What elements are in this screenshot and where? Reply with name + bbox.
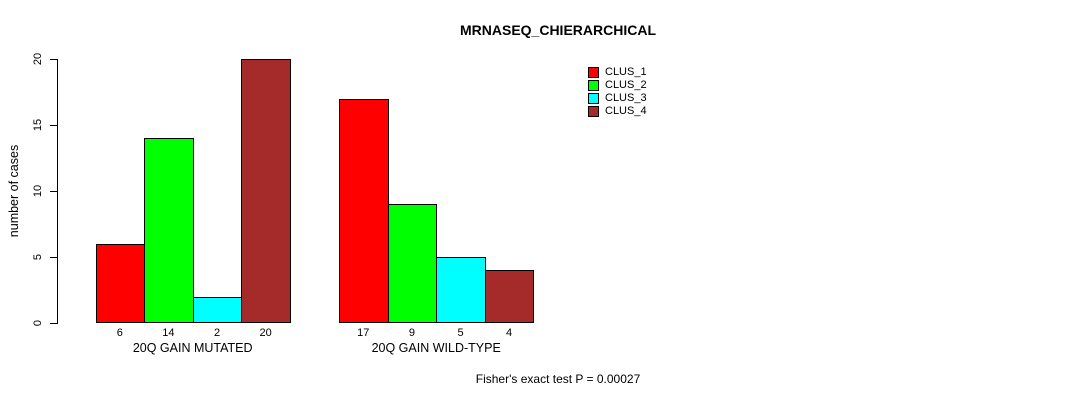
bar-clus_3-group1 xyxy=(192,296,243,323)
bar-clus_4-group1 xyxy=(241,59,291,323)
y-tick-mark xyxy=(50,191,57,192)
bar-value-label: 14 xyxy=(162,327,175,339)
bar-value-label: 9 xyxy=(408,327,415,339)
chart-title: MRNASEQ_CHIERARCHICAL xyxy=(459,22,657,38)
legend-label: CLUS_2 xyxy=(605,79,647,91)
bar-clus_2-group2 xyxy=(387,204,438,323)
bar-clus_1-group1 xyxy=(95,243,146,323)
legend-label: CLUS_4 xyxy=(605,105,647,117)
x-group-label: 20Q GAIN WILD-TYPE xyxy=(371,341,501,355)
bar-value-label: 5 xyxy=(457,327,464,339)
y-tick-mark xyxy=(50,323,57,324)
bar-value-label: 2 xyxy=(213,327,221,339)
bar-value-label: 20 xyxy=(259,327,272,339)
bar-value-label: 6 xyxy=(116,327,123,339)
bar-value-label: 4 xyxy=(506,327,513,339)
x-group-label: 20Q GAIN MUTATED xyxy=(132,341,253,355)
legend: CLUS_1 CLUS_2 CLUS_3 CLUS_4 xyxy=(588,66,647,118)
legend-swatch-icon xyxy=(588,106,599,117)
legend-label: CLUS_1 xyxy=(605,66,647,78)
y-tick-mark xyxy=(50,125,57,126)
legend-swatch-icon xyxy=(588,93,599,104)
bar-value-label: 17 xyxy=(357,327,370,339)
bar-clus_1-group2 xyxy=(339,98,389,323)
y-tick-label: 20 xyxy=(32,52,44,66)
legend-item-clus_1: CLUS_1 xyxy=(588,66,647,79)
bar-clus_3-group2 xyxy=(436,257,486,323)
caption-text: Fisher's exact test P = 0.00027 xyxy=(475,372,641,386)
legend-label: CLUS_3 xyxy=(605,92,647,104)
legend-item-clus_3: CLUS_3 xyxy=(588,92,647,105)
y-tick-mark xyxy=(50,59,57,60)
y-tick-label: 5 xyxy=(32,253,44,261)
bar-clus_2-group1 xyxy=(144,138,194,323)
y-tick-label: 10 xyxy=(32,184,44,198)
legend-item-clus_4: CLUS_4 xyxy=(588,105,647,118)
legend-swatch-icon xyxy=(588,67,599,78)
bar-clus_4-group2 xyxy=(484,270,535,323)
y-tick-mark xyxy=(50,257,57,258)
legend-swatch-icon xyxy=(588,80,599,91)
y-axis-line xyxy=(57,59,58,324)
y-tick-label: 15 xyxy=(32,118,44,132)
legend-item-clus_2: CLUS_2 xyxy=(588,79,647,92)
y-tick-label: 0 xyxy=(32,319,44,327)
